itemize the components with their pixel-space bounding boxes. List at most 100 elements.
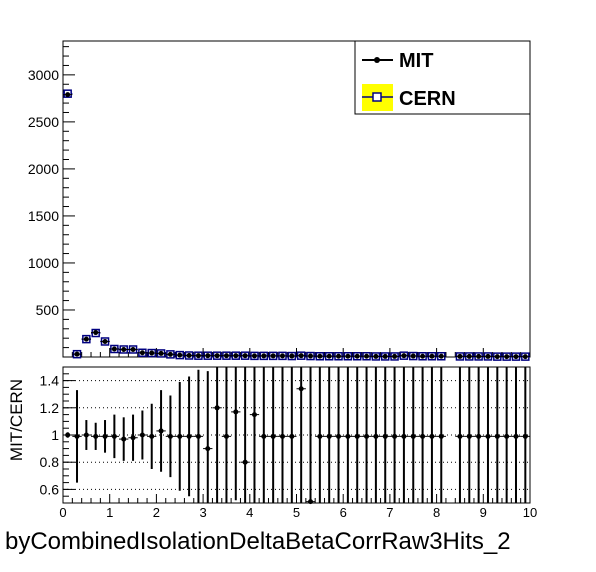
mit-point — [354, 353, 360, 359]
ratio-x-tick-label: 6 — [340, 505, 347, 520]
ratio-point — [504, 433, 510, 439]
ratio-point — [270, 433, 276, 439]
ratio-x-axis: 0 1 2 3 4 5 6 7 8 9 10 — [59, 494, 537, 520]
mit-point — [466, 353, 472, 359]
ratio-point — [522, 433, 528, 439]
ratio-point — [177, 433, 183, 439]
mit-point — [233, 353, 239, 359]
legend-mit-label: MIT — [399, 50, 433, 72]
ratio-x-tick-label: 4 — [246, 505, 253, 520]
ratio-point — [466, 433, 472, 439]
ratio-point — [345, 433, 351, 439]
mit-point — [102, 338, 108, 344]
mit-point — [279, 353, 285, 359]
mit-point — [317, 353, 323, 359]
main-y-tick-label: 500 — [36, 302, 60, 318]
mit-point — [429, 353, 435, 359]
main-y-tick-label: 1500 — [28, 208, 59, 224]
mit-point — [401, 353, 407, 359]
mit-point — [308, 353, 314, 359]
ratio-plot-panel: 0.6 0.8 1 1.2 1.4 0 1 2 3 4 5 6 7 8 9 10 MIT/CERN — [7, 366, 537, 520]
ratio-point — [420, 433, 426, 439]
ratio-y-tick-label: 1.2 — [40, 400, 60, 416]
mit-point — [74, 351, 80, 357]
main-data-points — [63, 89, 530, 361]
ratio-point — [121, 436, 127, 442]
ratio-x-tick-label: 5 — [293, 505, 300, 520]
ratio-x-tick-label: 1 — [106, 505, 113, 520]
ratio-point — [139, 432, 145, 438]
ratio-point — [382, 433, 388, 439]
ratio-x-tick-label: 0 — [59, 505, 66, 520]
mit-point — [373, 353, 379, 359]
ratio-point — [513, 433, 519, 439]
ratio-point — [83, 432, 89, 438]
ratio-point — [214, 405, 220, 411]
ratio-point — [242, 459, 248, 465]
ratio-point — [298, 386, 304, 392]
ratio-point — [261, 433, 267, 439]
mit-point — [410, 353, 416, 359]
ratio-y-tick-label: 1.4 — [40, 373, 60, 389]
ratio-point — [149, 433, 155, 439]
legend-mit-marker — [374, 57, 380, 63]
ratio-point — [111, 433, 117, 439]
ratio-point — [401, 433, 407, 439]
ratio-point — [74, 433, 80, 439]
mit-point — [289, 353, 295, 359]
ratio-point — [186, 433, 192, 439]
mit-point — [167, 351, 173, 357]
ratio-point — [457, 433, 463, 439]
ratio-point — [167, 433, 173, 439]
mit-point — [336, 353, 342, 359]
ratio-point — [485, 433, 491, 439]
ratio-y-axis-label: MIT/CERN — [7, 379, 26, 461]
ratio-point — [130, 435, 136, 441]
ratio-point — [223, 433, 229, 439]
main-y-axis: 500 1000 1500 2000 2500 3000 — [28, 46, 75, 349]
mit-point — [270, 353, 276, 359]
ratio-y-axis: 0.6 0.8 1 1.2 1.4 — [40, 373, 75, 497]
main-y-tick-label: 1000 — [28, 255, 59, 271]
ratio-point — [158, 428, 164, 434]
ratio-point — [289, 433, 295, 439]
ratio-y-tick-label: 0.6 — [40, 481, 60, 497]
ratio-point — [317, 433, 323, 439]
legend: MIT CERN — [354, 40, 531, 115]
ratio-x-tick-label: 3 — [199, 505, 206, 520]
mit-point — [139, 350, 145, 356]
mit-point — [195, 353, 201, 359]
mit-point — [242, 353, 248, 359]
ratio-point — [65, 432, 71, 438]
x-axis-title: byCombinedIsolationDeltaBetaCorrRaw3Hits… — [5, 528, 511, 555]
ratio-point — [102, 433, 108, 439]
ratio-point — [326, 433, 332, 439]
mit-point — [364, 353, 370, 359]
mit-point — [177, 352, 183, 358]
main-y-tick-label: 2000 — [28, 161, 59, 177]
ratio-point — [308, 499, 314, 505]
ratio-point — [354, 433, 360, 439]
mit-point — [392, 353, 398, 359]
ratio-x-tick-label: 10 — [523, 505, 537, 520]
legend-cern-marker — [372, 92, 382, 102]
ratio-point — [233, 409, 239, 415]
mit-point — [326, 353, 332, 359]
ratio-data-points — [63, 367, 530, 505]
ratio-y-tick-label: 1 — [51, 427, 59, 443]
mit-point — [251, 353, 257, 359]
mit-point — [420, 353, 426, 359]
ratio-point — [336, 433, 342, 439]
mit-point — [186, 352, 192, 358]
ratio-point — [429, 433, 435, 439]
ratio-point — [438, 433, 444, 439]
mit-point — [65, 92, 71, 98]
mit-point — [345, 353, 351, 359]
mit-point — [457, 353, 463, 359]
mit-point — [298, 353, 304, 359]
ratio-point — [251, 412, 257, 418]
ratio-x-tick-label: 8 — [433, 505, 440, 520]
mit-point — [485, 353, 491, 359]
mit-point — [261, 353, 267, 359]
